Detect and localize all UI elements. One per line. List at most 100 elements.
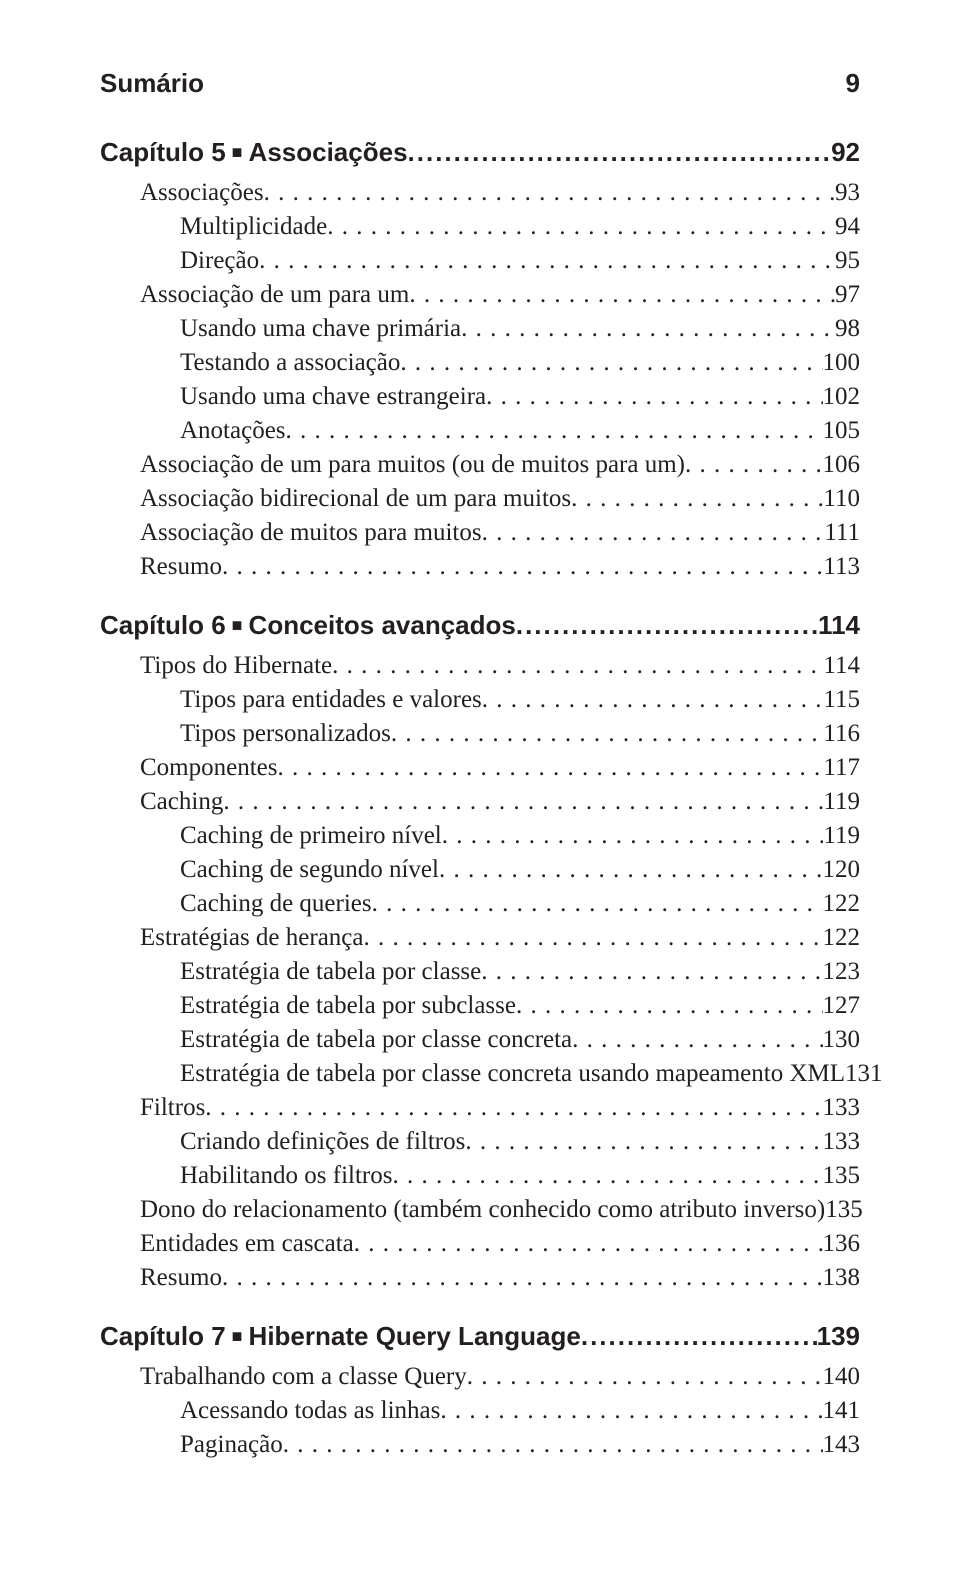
- toc-row: Estratégia de tabela por classe. . . . .…: [100, 955, 860, 989]
- square-bullet-icon: ■: [232, 1326, 243, 1347]
- toc-row: Usando uma chave primária. . . . . . . .…: [100, 312, 860, 346]
- leader-dots: . . . . . . . . . . . . . . . . . . . . …: [364, 921, 823, 955]
- chapter-page: 114: [818, 610, 860, 641]
- toc-title: Associações: [140, 176, 264, 210]
- toc-row: Tipos personalizados. . . . . . . . . . …: [100, 717, 860, 751]
- leader-dots: ........................................…: [408, 137, 832, 168]
- toc-row: Caching. . . . . . . . . . . . . . . . .…: [100, 785, 860, 819]
- toc-title: Associação de um para um: [140, 278, 409, 312]
- chapter-heading: Capítulo 7■Hibernate Query Language.....…: [100, 1321, 860, 1352]
- leader-dots: . . . . . . . . . . . . . . . . . . . . …: [442, 819, 824, 853]
- toc-title: Componentes: [140, 751, 278, 785]
- toc-row: Estratégias de herança. . . . . . . . . …: [100, 921, 860, 955]
- toc-row: Associação de um para um. . . . . . . . …: [100, 278, 860, 312]
- toc-page: 113: [823, 550, 860, 584]
- toc-page: 114: [823, 649, 860, 683]
- toc-page: 120: [823, 853, 861, 887]
- toc-row: Caching de queries. . . . . . . . . . . …: [100, 887, 860, 921]
- toc-page: 133: [823, 1091, 861, 1125]
- leader-dots: . . . . . . . . . . . . . . . . . . . . …: [440, 1394, 822, 1428]
- toc-title: Estratégias de herança: [140, 921, 364, 955]
- toc-page: 131: [845, 1057, 883, 1091]
- toc-row: Caching de primeiro nível. . . . . . . .…: [100, 819, 860, 853]
- toc-row: Paginação. . . . . . . . . . . . . . . .…: [100, 1428, 860, 1462]
- toc-title: Associação de muitos para muitos: [140, 516, 482, 550]
- toc-page: 110: [823, 482, 860, 516]
- header-page-number: 9: [846, 68, 860, 99]
- leader-dots: . . . . . . . . . . . . . . . . . . . . …: [392, 1159, 822, 1193]
- toc-row: Usando uma chave estrangeira. . . . . . …: [100, 380, 860, 414]
- toc-title: Trabalhando com a classe Query: [140, 1360, 467, 1394]
- toc-row: Trabalhando com a classe Query. . . . . …: [100, 1360, 860, 1394]
- leader-dots: . . . . . . . . . . . . . . . . . . . . …: [332, 649, 823, 683]
- leader-dots: . . . . . . . . . . . . . . . . . . . . …: [685, 448, 823, 482]
- toc-page: 138: [823, 1261, 861, 1295]
- toc-title: Resumo: [140, 1261, 222, 1295]
- chapter-page: 139: [817, 1321, 860, 1352]
- toc-title: Multiplicidade: [180, 210, 327, 244]
- toc-title: Estratégia de tabela por classe concreta…: [180, 1057, 845, 1091]
- toc-row: Tipos para entidades e valores. . . . . …: [100, 683, 860, 717]
- toc-entries: Capítulo 5■Associações..................…: [100, 137, 860, 1462]
- chapter-row: Capítulo 7■Hibernate Query Language.....…: [100, 1321, 860, 1352]
- toc-page: 100: [823, 346, 861, 380]
- chapter-label: Capítulo 6: [100, 610, 226, 641]
- leader-dots: . . . . . . . . . . . . . . . . . . . . …: [516, 989, 823, 1023]
- toc-page: 105: [823, 414, 861, 448]
- toc-row: Caching de segundo nível. . . . . . . . …: [100, 853, 860, 887]
- leader-dots: . . . . . . . . . . . . . . . . . . . . …: [572, 1023, 822, 1057]
- toc-page: 98: [835, 312, 860, 346]
- toc-row: Dono do relacionamento (também conhecido…: [100, 1193, 860, 1227]
- leader-dots: . . . . . . . . . . . . . . . . . . . . …: [327, 210, 835, 244]
- leader-dots: . . . . . . . . . . . . . . . . . . . . …: [222, 1261, 823, 1295]
- header-title: Sumário: [100, 68, 204, 99]
- toc-page: 122: [823, 887, 861, 921]
- leader-dots: . . . . . . . . . . . . . . . . . . . . …: [409, 278, 835, 312]
- leader-dots: . . . . . . . . . . . . . . . . . . . . …: [222, 550, 823, 584]
- chapter-row: Capítulo 5■Associações..................…: [100, 137, 860, 168]
- leader-dots: ........................................…: [516, 610, 818, 641]
- toc-row: Acessando todas as linhas. . . . . . . .…: [100, 1394, 860, 1428]
- leader-dots: . . . . . . . . . . . . . . . . . . . . …: [223, 785, 823, 819]
- toc-row: Resumo. . . . . . . . . . . . . . . . . …: [100, 550, 860, 584]
- toc-page: 115: [823, 683, 860, 717]
- toc-title: Caching de segundo nível: [180, 853, 439, 887]
- toc-page: 117: [823, 751, 860, 785]
- toc-title: Testando a associação: [180, 346, 400, 380]
- leader-dots: . . . . . . . . . . . . . . . . . . . . …: [481, 955, 822, 989]
- leader-dots: . . . . . . . . . . . . . . . . . . . . …: [400, 346, 822, 380]
- toc-page: 94: [835, 210, 860, 244]
- toc-page: 116: [823, 717, 860, 751]
- toc-page: 123: [823, 955, 861, 989]
- toc-row: Habilitando os filtros. . . . . . . . . …: [100, 1159, 860, 1193]
- leader-dots: . . . . . . . . . . . . . . . . . . . . …: [482, 683, 824, 717]
- toc-title: Tipos personalizados: [180, 717, 391, 751]
- toc-row: Direção. . . . . . . . . . . . . . . . .…: [100, 244, 860, 278]
- toc-title: Tipos para entidades e valores: [180, 683, 482, 717]
- chapter-label: Capítulo 7: [100, 1321, 226, 1352]
- toc-title: Caching de queries: [180, 887, 372, 921]
- toc-title: Associação bidirecional de um para muito…: [140, 482, 571, 516]
- toc-title: Anotações: [180, 414, 286, 448]
- toc-page: 136: [823, 1227, 861, 1261]
- toc-page: 95: [835, 244, 860, 278]
- page-header: Sumário 9: [100, 68, 860, 99]
- leader-dots: . . . . . . . . . . . . . . . . . . . . …: [391, 717, 824, 751]
- toc-row: Estratégia de tabela por classe concreta…: [100, 1023, 860, 1057]
- toc-page: 130: [823, 1023, 861, 1057]
- toc-title: Dono do relacionamento (também conhecido…: [140, 1193, 825, 1227]
- leader-dots: . . . . . . . . . . . . . . . . . . . . …: [372, 887, 823, 921]
- toc-row: Entidades em cascata. . . . . . . . . . …: [100, 1227, 860, 1261]
- toc-page: 119: [823, 785, 860, 819]
- toc-row: Filtros. . . . . . . . . . . . . . . . .…: [100, 1091, 860, 1125]
- toc-title: Usando uma chave estrangeira: [180, 380, 486, 414]
- leader-dots: . . . . . . . . . . . . . . . . . . . . …: [465, 1125, 822, 1159]
- toc-title: Estratégia de tabela por subclasse: [180, 989, 516, 1023]
- toc-title: Tipos do Hibernate: [140, 649, 332, 683]
- toc-row: Associações. . . . . . . . . . . . . . .…: [100, 176, 860, 210]
- toc-page: 140: [823, 1360, 861, 1394]
- toc-page: 135: [825, 1193, 863, 1227]
- chapter-heading: Capítulo 6■Conceitos avançados..........…: [100, 610, 860, 641]
- toc-title: Caching: [140, 785, 223, 819]
- toc-page: 119: [823, 819, 860, 853]
